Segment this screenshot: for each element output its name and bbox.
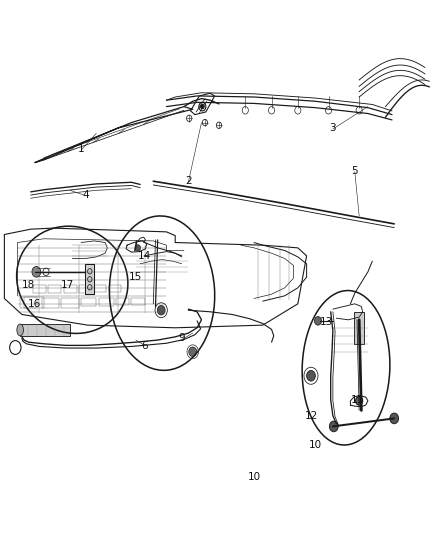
Bar — [94, 285, 106, 292]
Text: 15: 15 — [129, 272, 142, 282]
Text: 10: 10 — [247, 472, 261, 482]
Bar — [33, 285, 46, 293]
Text: 4: 4 — [82, 190, 89, 199]
Bar — [116, 298, 129, 305]
Text: 16: 16 — [28, 299, 41, 309]
Circle shape — [314, 317, 321, 325]
Text: 12: 12 — [304, 411, 318, 421]
Text: 10: 10 — [309, 440, 322, 450]
Bar — [354, 312, 364, 344]
Bar — [48, 285, 61, 293]
Bar — [42, 298, 59, 308]
Bar — [20, 324, 70, 336]
Text: 2: 2 — [185, 176, 192, 186]
Bar — [81, 298, 96, 306]
Text: 17: 17 — [61, 280, 74, 290]
Polygon shape — [85, 264, 94, 294]
Text: 11: 11 — [350, 395, 364, 405]
Circle shape — [356, 397, 363, 405]
Text: 18: 18 — [22, 280, 35, 290]
Text: 5: 5 — [351, 166, 358, 175]
Circle shape — [157, 305, 165, 315]
Circle shape — [32, 266, 41, 277]
Bar — [109, 285, 121, 292]
Bar — [20, 297, 44, 308]
Text: 14: 14 — [138, 251, 151, 261]
Bar — [79, 285, 92, 293]
Bar — [131, 298, 145, 305]
Circle shape — [189, 347, 197, 357]
Circle shape — [201, 104, 204, 109]
Text: 6: 6 — [141, 342, 148, 351]
Ellipse shape — [17, 324, 24, 336]
Circle shape — [307, 370, 315, 381]
Circle shape — [329, 421, 338, 432]
Circle shape — [390, 413, 399, 424]
Bar — [64, 285, 77, 293]
Circle shape — [135, 245, 141, 251]
Text: 13: 13 — [320, 318, 333, 327]
Text: 1: 1 — [78, 144, 85, 154]
Text: 3: 3 — [329, 123, 336, 133]
Bar — [24, 297, 37, 308]
Bar — [61, 298, 79, 308]
Bar — [99, 298, 114, 306]
Text: 9: 9 — [178, 334, 185, 343]
